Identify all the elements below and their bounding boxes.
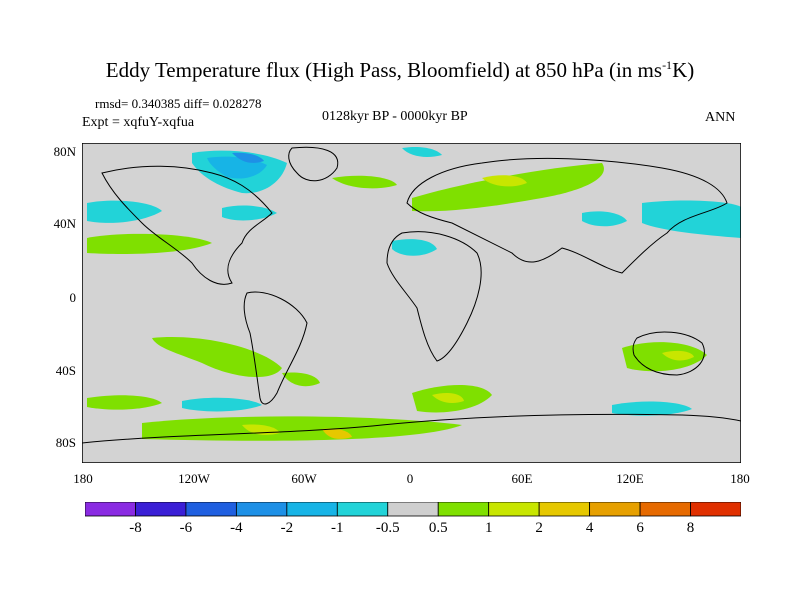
patch-s-ocean-blue bbox=[182, 397, 262, 412]
colorbar-box bbox=[639, 502, 691, 517]
lon-label-60w: 60W bbox=[291, 471, 317, 486]
coast-greenland bbox=[288, 146, 339, 182]
patch-spac-green bbox=[152, 337, 282, 378]
colorbar-label: -2 bbox=[280, 520, 294, 536]
patch-npac-blue bbox=[87, 200, 162, 223]
season-text: ANN bbox=[705, 110, 736, 125]
colorbar-box bbox=[135, 502, 187, 517]
colorbar-label: 4 bbox=[585, 520, 594, 536]
patch-arctic-blue-2 bbox=[402, 146, 442, 157]
patch-eurasia-yellow bbox=[482, 175, 527, 187]
patch-so-green-west bbox=[87, 395, 162, 410]
colorbar-label: -6 bbox=[179, 520, 193, 536]
title-tail: K) bbox=[672, 58, 695, 82]
colorbar-box bbox=[286, 502, 338, 517]
colorbar-boxes bbox=[85, 502, 741, 517]
coast-south-america bbox=[243, 291, 308, 405]
colorbar-label: 0.5 bbox=[428, 520, 448, 536]
coast-eurasia bbox=[406, 157, 728, 274]
colorbar-box bbox=[589, 502, 641, 517]
patch-wpac-blue bbox=[642, 200, 741, 238]
stats-text: rmsd= 0.340385 diff= 0.028278 bbox=[95, 96, 262, 111]
colorbar-box bbox=[185, 502, 237, 517]
colorbar bbox=[85, 502, 741, 517]
colorbar-label: -4 bbox=[230, 520, 243, 536]
lat-label-40s: 40S bbox=[55, 363, 76, 378]
colorbar-box bbox=[690, 502, 741, 517]
patch-arctic-deep bbox=[232, 152, 264, 163]
lon-label-180e: 180 bbox=[730, 471, 750, 486]
coast-antarctica bbox=[82, 413, 741, 444]
colorbar-label: -1 bbox=[331, 520, 344, 536]
colorbar-box bbox=[488, 502, 540, 517]
patch-australia-yellow bbox=[662, 350, 694, 361]
colorbar-box bbox=[235, 502, 288, 517]
colorbar-box bbox=[387, 502, 439, 517]
patch-namer-blue bbox=[222, 205, 277, 221]
lat-label-80n: 80N bbox=[53, 144, 76, 159]
title-sup: -1 bbox=[662, 58, 673, 72]
patch-antarctic-orange bbox=[322, 428, 352, 439]
coast-north-america bbox=[101, 165, 273, 285]
lon-label-180w: 180 bbox=[73, 471, 93, 486]
coast-australia bbox=[632, 331, 705, 376]
patch-mideast-blue bbox=[392, 239, 437, 256]
map-plot bbox=[82, 143, 741, 463]
coastlines bbox=[82, 146, 741, 444]
patch-npac-green bbox=[87, 233, 212, 254]
lon-label-120w: 120W bbox=[178, 471, 210, 486]
lat-label-40n: 40N bbox=[53, 216, 76, 231]
colorbar-box bbox=[437, 502, 490, 517]
patch-so-yellow-atl bbox=[432, 393, 464, 403]
colorbar-label: 2 bbox=[535, 520, 543, 536]
coast-africa bbox=[386, 231, 482, 362]
lon-label-0: 0 bbox=[406, 471, 414, 486]
patch-satl-green bbox=[282, 372, 320, 387]
colorbar-box bbox=[538, 502, 591, 517]
patch-australia-green bbox=[622, 342, 707, 372]
expt-text: Expt = xqfuY-xqfua bbox=[82, 115, 195, 130]
title-main: Eddy Temperature flux (High Pass, Bloomf… bbox=[105, 58, 663, 82]
lat-label-0: 0 bbox=[69, 290, 77, 305]
colorbar-label: 6 bbox=[636, 520, 644, 536]
patch-eurasia-green bbox=[412, 163, 604, 212]
period-text: 0128kyr BP - 0000kyr BP bbox=[322, 109, 468, 124]
patch-s-ocean-blue-2 bbox=[612, 401, 692, 416]
chart-title: Eddy Temperature flux (High Pass, Bloomf… bbox=[0, 58, 800, 83]
colorbar-label: 1 bbox=[484, 520, 493, 536]
patch-china-blue bbox=[582, 211, 627, 227]
patch-natl-green bbox=[332, 175, 397, 189]
colorbar-label: -8 bbox=[129, 520, 142, 536]
anomaly-patches bbox=[87, 146, 741, 441]
colorbar-box bbox=[85, 502, 136, 517]
colorbar-label: 8 bbox=[686, 520, 695, 536]
colorbar-box bbox=[336, 502, 389, 517]
lon-label-60e: 60E bbox=[511, 471, 533, 486]
lat-label-80s: 80S bbox=[55, 435, 76, 450]
lon-label-120e: 120E bbox=[616, 471, 644, 486]
colorbar-label: -0.5 bbox=[375, 520, 400, 536]
